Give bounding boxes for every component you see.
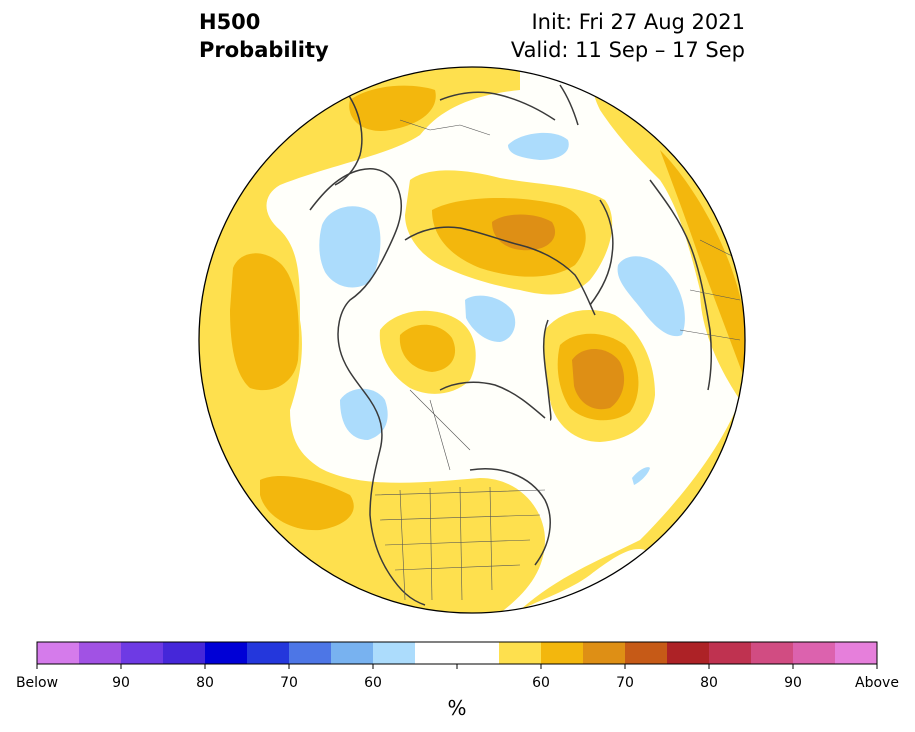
anomaly-above-70-greenland [572, 348, 625, 410]
anomaly-above-65-europe [660, 150, 745, 380]
colorbar-cell [583, 642, 626, 664]
anomaly-below-60-pacific [340, 388, 388, 440]
colorbar-tick-label: 60 [532, 675, 550, 691]
init-date: Init: Fri 27 Aug 2021 [531, 10, 745, 34]
title-left: H500 Probability [199, 8, 329, 64]
colorbar-cell [499, 642, 542, 664]
colorbar-cell [373, 642, 416, 664]
anomaly-above-65-alaska [399, 324, 456, 372]
title-right: Init: Fri 27 Aug 2021 Valid: 11 Sep – 17… [511, 8, 745, 64]
colorbar-cell [625, 642, 668, 664]
colorbar-cell [835, 642, 878, 664]
coastlines [309, 84, 713, 606]
anomaly-above-60-east [520, 67, 745, 613]
valid-range: Valid: 11 Sep – 17 Sep [510, 38, 745, 62]
anomaly-below-60-atlantic [508, 132, 569, 160]
colorbar-cell [331, 642, 374, 664]
variable-title: H500 [199, 10, 261, 34]
colorbar-tick-label: 90 [112, 675, 130, 691]
colorbar-tick-label: 70 [616, 675, 634, 691]
anomaly-above-65-northpacific [260, 475, 354, 531]
anomaly-below-60-canada [319, 206, 381, 288]
colorbar-cell [79, 642, 122, 664]
colorbar-cell [667, 642, 710, 664]
colorbar-cell [205, 642, 248, 664]
colorbar-tick-label: 90 [784, 675, 802, 691]
colorbar-ticks [36, 664, 878, 669]
colorbar-tick-label: Below [15, 675, 59, 691]
colorbar-cell [163, 642, 206, 664]
colorbar-tick-label: Above [855, 675, 899, 691]
product-title: Probability [199, 38, 329, 62]
anomaly-below-60-arctic [465, 295, 516, 342]
anomaly-above-65-atlantic [349, 85, 436, 131]
colorbar-cell [541, 642, 584, 664]
colorbar-cell [415, 642, 458, 664]
colorbar-unit: % [447, 696, 467, 720]
colorbar-cell [247, 642, 290, 664]
colorbar-tick-label: 60 [364, 675, 382, 691]
colorbar-cell [709, 642, 752, 664]
colorbar-cell [37, 642, 80, 664]
globe-outline [198, 66, 746, 614]
anomaly-above-65-pacific [230, 253, 299, 391]
colorbar-cell [289, 642, 332, 664]
colorbar-cell [793, 642, 836, 664]
colorbar-tick-label: 80 [196, 675, 214, 691]
map-content [199, 67, 745, 613]
anomaly-below-60-small [632, 467, 650, 485]
colorbar-cell [751, 642, 794, 664]
colorbar-cells [37, 642, 878, 664]
colorbar-tick-label: 80 [700, 675, 718, 691]
colorbar-tick-label: 70 [280, 675, 298, 691]
colorbar-cell [457, 642, 500, 664]
anomaly-below-60-europe [617, 256, 685, 337]
colorbar-cell [121, 642, 164, 664]
